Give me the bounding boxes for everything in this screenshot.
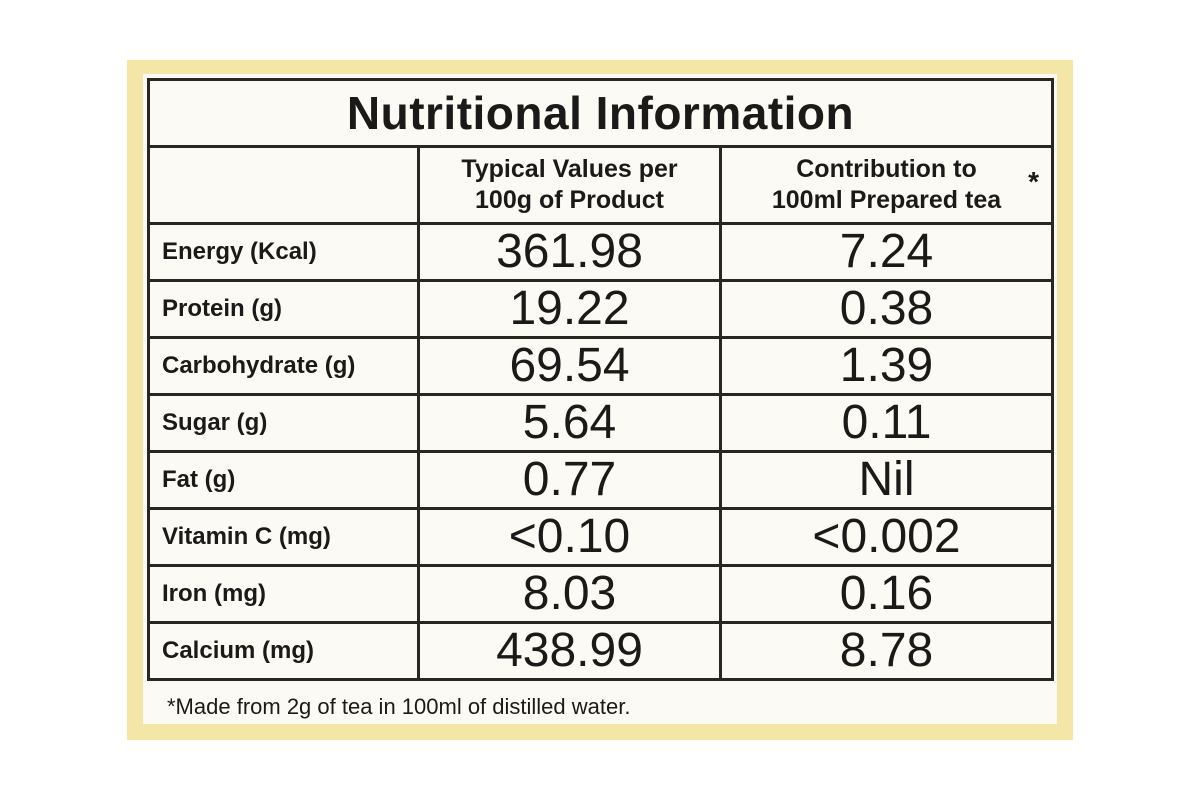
value-per-100ml: 7.24: [718, 222, 1055, 282]
nutrient-label: Iron (mg): [147, 564, 420, 624]
value-per-100ml: Nil: [718, 450, 1055, 510]
nutrient-label: Calcium (mg): [147, 621, 420, 681]
nutrient-label: Protein (g): [147, 279, 420, 339]
header-per-100ml-line-2: 100ml Prepared tea: [771, 186, 1002, 214]
value-per-100g: 19.22: [417, 279, 722, 339]
table-row: Energy (Kcal) 361.98 7.24: [147, 222, 1055, 282]
asterisk-mark: *: [1028, 166, 1040, 197]
table-row: Carbohydrate (g) 69.54 1.39: [147, 336, 1055, 396]
value-per-100g: <0.10: [417, 507, 722, 567]
header-per-100g-line-2: 100g of Product: [475, 186, 664, 214]
nutrient-label: Sugar (g): [147, 393, 420, 453]
table-row: Iron (mg) 8.03 0.16: [147, 564, 1055, 624]
value-per-100ml: <0.002: [718, 507, 1055, 567]
table-row: Calcium (mg) 438.99 8.78: [147, 621, 1055, 681]
value-per-100g: 438.99: [417, 621, 722, 681]
nutrition-table: Nutritional Information Typical Values p…: [146, 78, 1055, 681]
nutrient-label: Vitamin C (mg): [147, 507, 420, 567]
nutrient-label: Energy (Kcal): [147, 222, 420, 282]
nutrient-label: Carbohydrate (g): [147, 336, 420, 396]
value-per-100ml: 1.39: [718, 336, 1055, 396]
value-per-100ml: 0.11: [718, 393, 1055, 453]
header-blank: [147, 145, 420, 225]
table-title: Nutritional Information: [146, 78, 1055, 148]
table-row: Sugar (g) 5.64 0.11: [147, 393, 1055, 453]
table-row: Vitamin C (mg) <0.10 <0.002: [147, 507, 1055, 567]
value-per-100ml: 0.38: [718, 279, 1055, 339]
header-per-100g: Typical Values per 100g of Product: [417, 145, 722, 225]
header-per-100ml-line-1: Contribution to: [796, 155, 977, 183]
label-panel: Nutritional Information Typical Values p…: [127, 60, 1073, 740]
table-row: Protein (g) 19.22 0.38: [147, 279, 1055, 339]
table-row: Fat (g) 0.77 Nil: [147, 450, 1055, 510]
nutrition-label: Nutritional Information Typical Values p…: [143, 74, 1057, 724]
value-per-100g: 69.54: [417, 336, 722, 396]
header-row: Typical Values per 100g of Product Contr…: [147, 145, 1055, 225]
value-per-100ml: 8.78: [718, 621, 1055, 681]
nutrient-label: Fat (g): [147, 450, 420, 510]
value-per-100g: 5.64: [417, 393, 722, 453]
nutrient-rows: Energy (Kcal) 361.98 7.24 Protein (g) 19.22 0…: [147, 222, 1055, 681]
header-per-100g-line-1: Typical Values per: [461, 155, 678, 183]
header-per-100ml: Contribution to 100ml Prepared tea *: [718, 145, 1055, 225]
value-per-100g: 0.77: [417, 450, 722, 510]
value-per-100g: 361.98: [417, 222, 722, 282]
footnote: *Made from 2g of tea in 100ml of distill…: [167, 694, 631, 719]
title-row: Nutritional Information: [146, 78, 1055, 148]
value-per-100g: 8.03: [417, 564, 722, 624]
value-per-100ml: 0.16: [718, 564, 1055, 624]
